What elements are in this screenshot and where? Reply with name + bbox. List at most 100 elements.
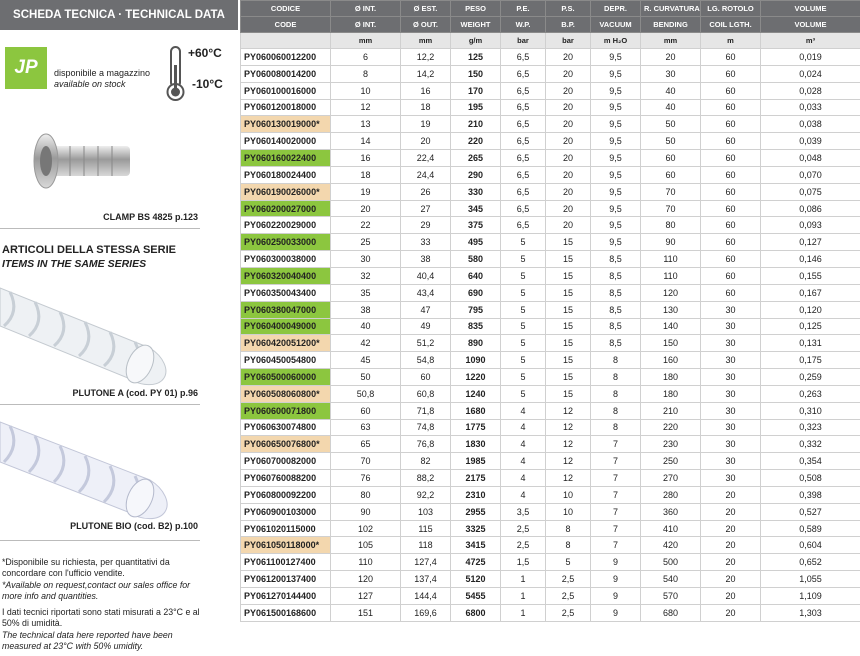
- code-cell: PY060400049000: [240, 317, 331, 336]
- data-row: PY060190026000* 19 26 330 6,5 20 9,5 70 60 0,075: [240, 182, 860, 201]
- data-cell: 4: [500, 485, 546, 504]
- data-cell: 74,8: [400, 418, 451, 437]
- data-cell: 5: [500, 317, 546, 336]
- data-cell: 76,8: [400, 435, 451, 454]
- logo: JP: [5, 47, 47, 89]
- data-cell: 20: [700, 553, 761, 572]
- units-cell: bar: [500, 32, 546, 49]
- data-cell: 5120: [450, 570, 501, 588]
- data-cell: 4725: [450, 553, 501, 572]
- data-cell: 8,5: [590, 300, 641, 319]
- data-cell: 102: [330, 519, 401, 538]
- data-cell: 88,2: [400, 469, 451, 487]
- data-cell: 0,398: [760, 485, 860, 504]
- data-cell: 38: [400, 250, 451, 268]
- data-cell: 60: [700, 98, 761, 117]
- data-cell: 4: [500, 469, 546, 487]
- header-cell: COIL LGTH.: [700, 16, 761, 33]
- data-cell: 7: [590, 536, 641, 555]
- data-cell: 65: [330, 435, 401, 454]
- data-cell: 2,5: [545, 570, 591, 588]
- units-cell: m: [700, 32, 761, 49]
- series-title-it: ARTICOLI DELLA STESSA SERIE: [2, 244, 176, 256]
- data-cell: 9,5: [590, 115, 641, 134]
- separator: [0, 540, 200, 541]
- code-cell: PY060320040400: [240, 266, 331, 285]
- data-cell: 1: [500, 570, 546, 588]
- code-cell: PY061020115000: [240, 519, 331, 538]
- data-cell: 180: [640, 368, 701, 386]
- data-cell: 15: [545, 266, 591, 285]
- data-cell: 120: [330, 570, 401, 588]
- code-cell: PY060250033000: [240, 233, 331, 252]
- code-cell: PY060630074800: [240, 418, 331, 437]
- data-cell: 890: [450, 334, 501, 353]
- data-cell: 20: [700, 570, 761, 588]
- data-cell: 20: [700, 485, 761, 504]
- code-cell: PY060420051200*: [240, 334, 331, 353]
- data-cell: 103: [400, 502, 451, 521]
- series-item: PLUTONE A (cod. PY 01) p.96: [72, 388, 198, 398]
- code-cell: PY060100016000: [240, 81, 331, 100]
- code-cell: PY060180024400: [240, 165, 331, 184]
- data-cell: 6: [330, 48, 401, 66]
- data-cell: 8: [590, 351, 641, 370]
- data-cell: 30: [700, 435, 761, 454]
- data-cell: 0,167: [760, 283, 860, 302]
- data-row: PY061020115000 102 115 3325 2,5 8 7 410 20 0,589: [240, 519, 860, 538]
- data-cell: 9: [590, 553, 641, 572]
- data-cell: 16: [400, 81, 451, 100]
- data-cell: 640: [450, 266, 501, 285]
- data-cell: 7: [590, 435, 641, 454]
- data-cell: 20: [545, 165, 591, 184]
- data-cell: 120: [640, 283, 701, 302]
- data-cell: 20: [545, 132, 591, 151]
- data-cell: 15: [545, 351, 591, 370]
- data-cell: 20: [700, 603, 761, 622]
- data-cell: 0,127: [760, 233, 860, 252]
- data-cell: 2,5: [500, 519, 546, 538]
- data-cell: 127,4: [400, 553, 451, 572]
- data-cell: 60: [700, 216, 761, 235]
- data-cell: 20: [545, 98, 591, 117]
- data-cell: 60: [400, 368, 451, 386]
- units-cell: g/m: [450, 32, 501, 49]
- data-cell: 6,5: [500, 199, 546, 218]
- data-cell: 795: [450, 300, 501, 319]
- data-cell: 29: [400, 216, 451, 235]
- data-cell: 1090: [450, 351, 501, 370]
- data-cell: 60: [700, 182, 761, 201]
- data-cell: 4: [500, 401, 546, 420]
- data-cell: 20: [545, 199, 591, 218]
- data-cell: 6,5: [500, 115, 546, 134]
- data-row: PY060320040400 32 40,4 640 5 15 8,5 110 60 0,155: [240, 266, 860, 285]
- units-cell: m H₂O: [590, 32, 641, 49]
- data-cell: 6,5: [500, 48, 546, 66]
- data-cell: 5455: [450, 587, 501, 605]
- data-cell: 0,093: [760, 216, 860, 235]
- data-cell: 15: [545, 250, 591, 268]
- data-cell: 180: [640, 384, 701, 403]
- series-item: PLUTONE BIO (cod. B2) p.100: [70, 521, 198, 531]
- data-cell: 5: [500, 250, 546, 268]
- note: *Available on request,contact our sales …: [2, 580, 191, 601]
- note: I dati tecnici riportati sono stati misu…: [2, 607, 200, 628]
- data-row: PY060700082000 70 82 1985 4 12 7 250 30 0,354: [240, 452, 860, 471]
- data-cell: 5: [500, 300, 546, 319]
- data-cell: 70: [330, 452, 401, 471]
- data-cell: 6,5: [500, 216, 546, 235]
- code-cell: PY060650076800*: [240, 435, 331, 454]
- header-cell: BENDING: [640, 16, 701, 33]
- data-cell: 127: [330, 587, 401, 605]
- data-cell: 30: [640, 64, 701, 83]
- data-cell: 15: [545, 300, 591, 319]
- availability-en: available on stock: [54, 79, 126, 89]
- code-cell: PY060080014200: [240, 64, 331, 83]
- code-cell: PY060190026000*: [240, 182, 331, 201]
- data-cell: 6,5: [500, 182, 546, 201]
- data-cell: 10: [545, 502, 591, 521]
- code-cell: PY061270144400: [240, 587, 331, 605]
- header-cell: LG. ROTOLO: [700, 0, 761, 17]
- data-cell: 20: [700, 536, 761, 555]
